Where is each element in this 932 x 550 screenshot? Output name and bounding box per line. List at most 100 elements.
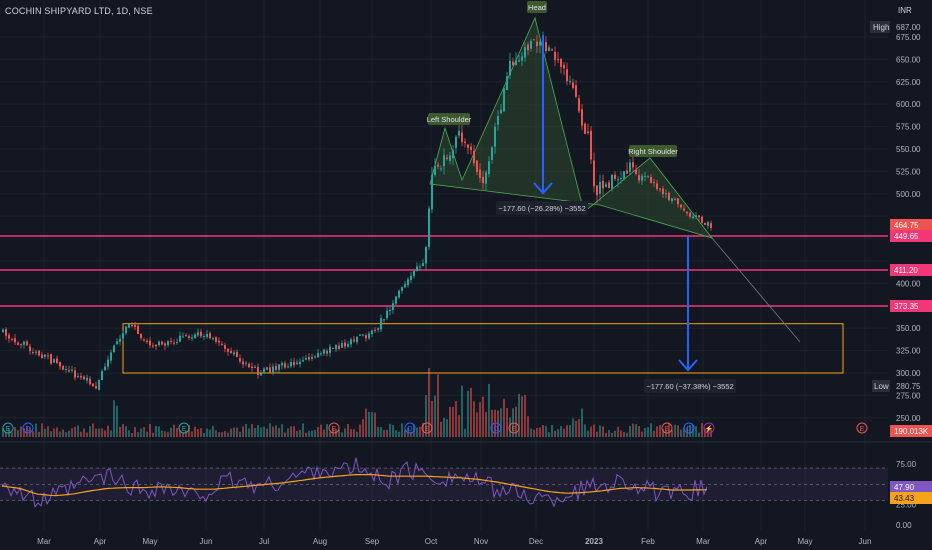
candle-body: [698, 215, 700, 218]
volume-bar: [641, 431, 643, 437]
volume-bar: [455, 401, 457, 437]
last-price-label: 464.75: [894, 221, 919, 230]
event-marker: [661, 422, 673, 434]
rsi-ma-value-label-box: [890, 492, 932, 504]
volume-bar: [695, 426, 697, 437]
candle-body: [311, 357, 313, 360]
volume-bar: [425, 395, 427, 437]
x-axis-label: Oct: [425, 537, 438, 546]
volume-bar: [254, 428, 256, 437]
candle-body: [512, 61, 514, 66]
volume-bar: [320, 424, 322, 437]
event-marker: [404, 422, 416, 434]
candle-body: [605, 184, 607, 187]
measure-label: −177.60 (−26.28%) −3552: [498, 204, 585, 213]
volume-bar: [368, 411, 370, 437]
price-tick-label: 250.00: [896, 414, 921, 423]
candle-body: [482, 176, 484, 184]
candle-body: [632, 162, 634, 168]
target-arrow-head: [678, 359, 698, 372]
candle-body: [614, 174, 616, 179]
price-tick-label: 575.00: [896, 123, 921, 132]
volume-bar: [155, 425, 157, 437]
pattern-label: Left Shoulder: [427, 115, 472, 124]
candle-body: [356, 336, 358, 343]
volume-bar: [41, 423, 43, 437]
volume-bar: [338, 429, 340, 437]
volume-bar: [398, 431, 400, 437]
candle-body: [62, 365, 64, 370]
volume-bar: [212, 425, 214, 437]
volume-bar: [668, 423, 670, 437]
candle-body: [560, 59, 562, 67]
volume-bar: [662, 429, 664, 437]
candle-body: [116, 341, 118, 345]
volume-bar: [665, 429, 667, 437]
volume-bar: [173, 424, 175, 437]
volume-bar: [251, 424, 253, 437]
volume-bar: [596, 431, 598, 437]
volume-bar: [125, 426, 127, 437]
candle-body: [521, 56, 523, 61]
event-marker: [22, 422, 34, 434]
currency-label: INR: [898, 6, 912, 15]
candle-body: [158, 341, 160, 346]
candle-body: [473, 150, 475, 164]
candle-body: [233, 352, 235, 355]
candle-body: [548, 47, 550, 51]
candle-body: [464, 141, 466, 144]
level-label-box: [890, 300, 932, 312]
candle-body: [308, 356, 310, 360]
candle-body: [302, 360, 304, 362]
volume-bar: [311, 430, 313, 437]
x-axis-label: Jun: [859, 537, 872, 546]
volume-bar: [647, 427, 649, 437]
candle-body: [365, 335, 367, 339]
volume-bar: [542, 425, 544, 437]
x-axis-label: Mar: [37, 537, 51, 546]
volume-bar: [152, 432, 154, 437]
volume-bar: [107, 425, 109, 437]
candle-body: [20, 344, 22, 346]
candle-body: [455, 136, 457, 148]
pattern-label-box: [428, 113, 470, 125]
volume-bar: [569, 425, 571, 437]
candle-body: [488, 161, 490, 174]
candle-body: [404, 284, 406, 288]
volume-bar: [98, 428, 100, 437]
candle-body: [578, 98, 580, 112]
volume-bar: [104, 430, 106, 437]
volume-bar: [71, 428, 73, 437]
volume-bar: [59, 431, 61, 437]
volume-bar: [599, 425, 601, 437]
level-label: 411.20: [894, 266, 918, 275]
candle-body: [170, 340, 172, 342]
event-marker: [2, 422, 14, 434]
candle-body: [680, 204, 682, 208]
volume-bar: [416, 427, 418, 437]
measure-label-box: [496, 201, 588, 215]
level-label-box: [890, 264, 932, 276]
candle-body: [242, 361, 244, 365]
rsi-ma-value-label: 43.43: [894, 494, 915, 503]
candle-body: [161, 341, 163, 345]
candle-body: [395, 296, 397, 304]
candle-body: [593, 160, 595, 187]
candle-body: [710, 223, 712, 228]
pattern-label-box: [527, 1, 547, 13]
volume-bar: [356, 431, 358, 437]
volume-bar: [551, 425, 553, 437]
volume-bar: [236, 427, 238, 437]
volume-bar: [119, 426, 121, 437]
volume-bar: [305, 432, 307, 437]
volume-bar: [677, 425, 679, 437]
volume-bar: [689, 424, 691, 437]
volume-bar: [428, 368, 430, 437]
candle-body: [164, 343, 166, 346]
volume-bar: [590, 426, 592, 437]
volume-bar: [302, 423, 304, 437]
candle-body: [359, 334, 361, 336]
volume-bar: [515, 406, 517, 437]
volume-bar: [353, 429, 355, 437]
